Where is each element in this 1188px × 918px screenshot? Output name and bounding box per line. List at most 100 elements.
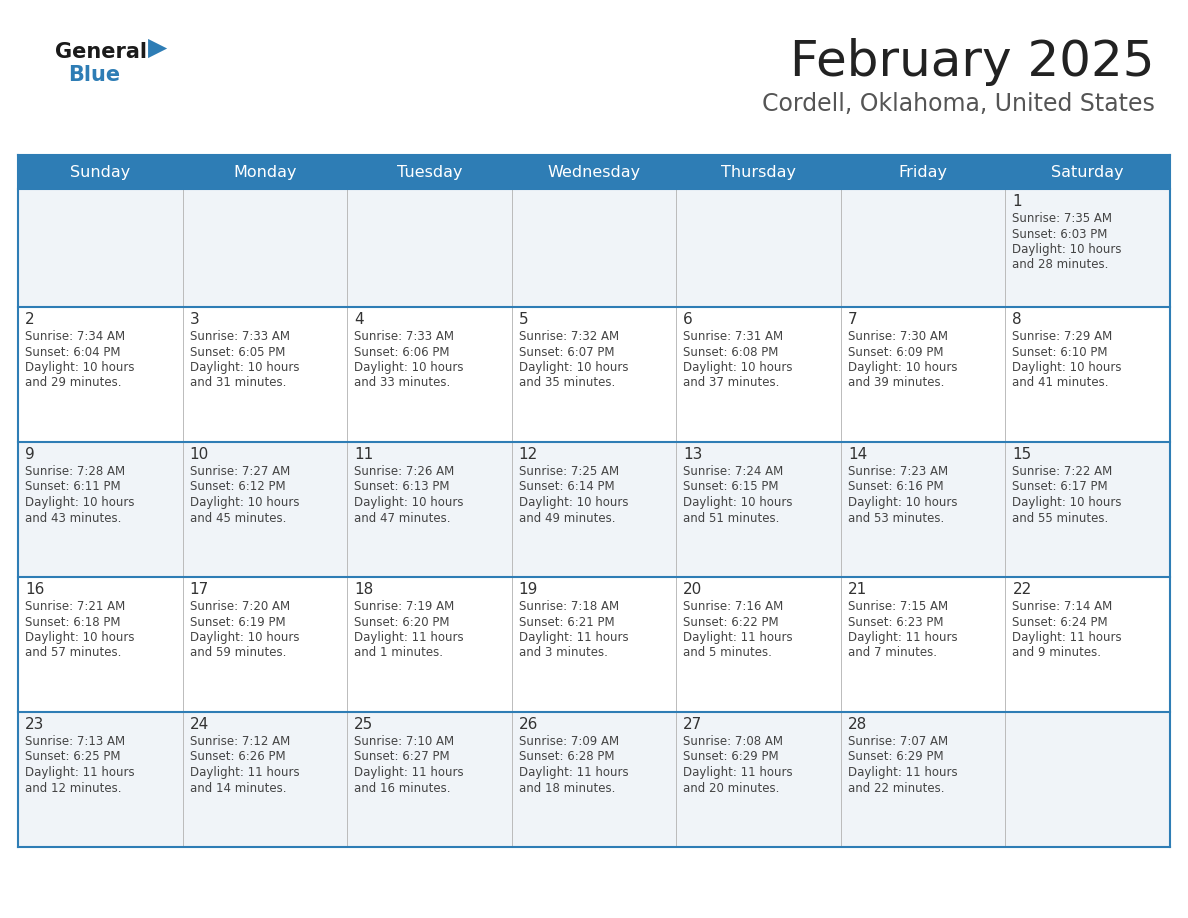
- Text: Sunrise: 7:33 AM: Sunrise: 7:33 AM: [190, 330, 290, 343]
- Text: and 28 minutes.: and 28 minutes.: [1012, 259, 1108, 272]
- Text: 5: 5: [519, 312, 529, 327]
- Text: Sunrise: 7:09 AM: Sunrise: 7:09 AM: [519, 735, 619, 748]
- Text: 27: 27: [683, 717, 702, 732]
- Text: Daylight: 10 hours: Daylight: 10 hours: [519, 496, 628, 509]
- Text: and 45 minutes.: and 45 minutes.: [190, 511, 286, 524]
- Text: and 35 minutes.: and 35 minutes.: [519, 376, 615, 389]
- Text: Sunrise: 7:07 AM: Sunrise: 7:07 AM: [848, 735, 948, 748]
- Text: Sunset: 6:15 PM: Sunset: 6:15 PM: [683, 480, 779, 494]
- Text: Sunrise: 7:33 AM: Sunrise: 7:33 AM: [354, 330, 454, 343]
- Text: Sunrise: 7:13 AM: Sunrise: 7:13 AM: [25, 735, 125, 748]
- Text: Daylight: 10 hours: Daylight: 10 hours: [683, 496, 792, 509]
- Text: Tuesday: Tuesday: [397, 164, 462, 180]
- Text: Daylight: 11 hours: Daylight: 11 hours: [848, 631, 958, 644]
- Text: Thursday: Thursday: [721, 164, 796, 180]
- Text: Sunrise: 7:08 AM: Sunrise: 7:08 AM: [683, 735, 783, 748]
- Text: General: General: [55, 42, 147, 62]
- Text: and 31 minutes.: and 31 minutes.: [190, 376, 286, 389]
- Text: Sunset: 6:10 PM: Sunset: 6:10 PM: [1012, 345, 1108, 359]
- Text: Sunrise: 7:31 AM: Sunrise: 7:31 AM: [683, 330, 783, 343]
- Text: Daylight: 10 hours: Daylight: 10 hours: [190, 361, 299, 374]
- Text: Sunset: 6:27 PM: Sunset: 6:27 PM: [354, 751, 450, 764]
- Text: and 7 minutes.: and 7 minutes.: [848, 646, 937, 659]
- Text: and 39 minutes.: and 39 minutes.: [848, 376, 944, 389]
- Text: 8: 8: [1012, 312, 1022, 327]
- Text: Sunset: 6:13 PM: Sunset: 6:13 PM: [354, 480, 449, 494]
- Text: Sunrise: 7:29 AM: Sunrise: 7:29 AM: [1012, 330, 1113, 343]
- Text: Daylight: 11 hours: Daylight: 11 hours: [190, 766, 299, 779]
- Bar: [18, 189, 1170, 307]
- Text: and 22 minutes.: and 22 minutes.: [848, 781, 944, 794]
- Text: and 59 minutes.: and 59 minutes.: [190, 646, 286, 659]
- Text: Friday: Friday: [898, 164, 948, 180]
- Text: and 18 minutes.: and 18 minutes.: [519, 781, 615, 794]
- Text: Daylight: 11 hours: Daylight: 11 hours: [1012, 631, 1121, 644]
- Text: Daylight: 11 hours: Daylight: 11 hours: [848, 766, 958, 779]
- Text: 9: 9: [25, 447, 34, 462]
- Text: Sunrise: 7:23 AM: Sunrise: 7:23 AM: [848, 465, 948, 478]
- Text: Wednesday: Wednesday: [548, 164, 640, 180]
- Text: 7: 7: [848, 312, 858, 327]
- Text: Sunset: 6:07 PM: Sunset: 6:07 PM: [519, 345, 614, 359]
- Text: 26: 26: [519, 717, 538, 732]
- Text: Sunset: 6:06 PM: Sunset: 6:06 PM: [354, 345, 449, 359]
- Text: Sunset: 6:23 PM: Sunset: 6:23 PM: [848, 615, 943, 629]
- Text: 24: 24: [190, 717, 209, 732]
- Text: Sunrise: 7:30 AM: Sunrise: 7:30 AM: [848, 330, 948, 343]
- Text: Daylight: 10 hours: Daylight: 10 hours: [848, 361, 958, 374]
- Bar: [18, 712, 1170, 847]
- Text: ▶: ▶: [148, 36, 168, 60]
- Text: Daylight: 10 hours: Daylight: 10 hours: [519, 361, 628, 374]
- Text: Sunrise: 7:20 AM: Sunrise: 7:20 AM: [190, 600, 290, 613]
- Text: Blue: Blue: [68, 65, 120, 85]
- Text: Daylight: 10 hours: Daylight: 10 hours: [25, 361, 134, 374]
- Bar: [18, 442, 1170, 577]
- Text: Sunrise: 7:24 AM: Sunrise: 7:24 AM: [683, 465, 784, 478]
- Text: Daylight: 10 hours: Daylight: 10 hours: [1012, 243, 1121, 256]
- Text: and 1 minutes.: and 1 minutes.: [354, 646, 443, 659]
- Text: Daylight: 11 hours: Daylight: 11 hours: [683, 631, 792, 644]
- Text: Sunset: 6:19 PM: Sunset: 6:19 PM: [190, 615, 285, 629]
- Text: and 49 minutes.: and 49 minutes.: [519, 511, 615, 524]
- Text: Sunset: 6:14 PM: Sunset: 6:14 PM: [519, 480, 614, 494]
- Text: Daylight: 10 hours: Daylight: 10 hours: [1012, 361, 1121, 374]
- Text: and 51 minutes.: and 51 minutes.: [683, 511, 779, 524]
- Text: Sunrise: 7:19 AM: Sunrise: 7:19 AM: [354, 600, 454, 613]
- Text: and 53 minutes.: and 53 minutes.: [848, 511, 944, 524]
- Text: 20: 20: [683, 582, 702, 597]
- Text: 4: 4: [354, 312, 364, 327]
- Text: Daylight: 10 hours: Daylight: 10 hours: [25, 496, 134, 509]
- Text: Sunday: Sunday: [70, 164, 131, 180]
- Text: 2: 2: [25, 312, 34, 327]
- Text: Sunrise: 7:22 AM: Sunrise: 7:22 AM: [1012, 465, 1113, 478]
- Text: 19: 19: [519, 582, 538, 597]
- Text: Sunset: 6:26 PM: Sunset: 6:26 PM: [190, 751, 285, 764]
- Text: 28: 28: [848, 717, 867, 732]
- Text: Sunrise: 7:14 AM: Sunrise: 7:14 AM: [1012, 600, 1113, 613]
- Text: Sunrise: 7:35 AM: Sunrise: 7:35 AM: [1012, 212, 1112, 225]
- Text: February 2025: February 2025: [790, 38, 1155, 86]
- Text: Daylight: 11 hours: Daylight: 11 hours: [354, 766, 463, 779]
- Text: Sunset: 6:12 PM: Sunset: 6:12 PM: [190, 480, 285, 494]
- Text: Sunrise: 7:27 AM: Sunrise: 7:27 AM: [190, 465, 290, 478]
- Text: Daylight: 11 hours: Daylight: 11 hours: [683, 766, 792, 779]
- Bar: [18, 307, 1170, 442]
- Text: Sunrise: 7:18 AM: Sunrise: 7:18 AM: [519, 600, 619, 613]
- Bar: [18, 155, 1170, 189]
- Text: Sunrise: 7:32 AM: Sunrise: 7:32 AM: [519, 330, 619, 343]
- Text: Daylight: 11 hours: Daylight: 11 hours: [519, 631, 628, 644]
- Text: and 3 minutes.: and 3 minutes.: [519, 646, 607, 659]
- Text: Daylight: 10 hours: Daylight: 10 hours: [25, 631, 134, 644]
- Text: and 5 minutes.: and 5 minutes.: [683, 646, 772, 659]
- Text: Monday: Monday: [233, 164, 297, 180]
- Text: 10: 10: [190, 447, 209, 462]
- Text: 25: 25: [354, 717, 373, 732]
- Text: 3: 3: [190, 312, 200, 327]
- Text: Sunrise: 7:34 AM: Sunrise: 7:34 AM: [25, 330, 125, 343]
- Text: and 55 minutes.: and 55 minutes.: [1012, 511, 1108, 524]
- Text: Sunrise: 7:16 AM: Sunrise: 7:16 AM: [683, 600, 784, 613]
- Text: Sunrise: 7:25 AM: Sunrise: 7:25 AM: [519, 465, 619, 478]
- Bar: [18, 577, 1170, 712]
- Text: Sunset: 6:08 PM: Sunset: 6:08 PM: [683, 345, 778, 359]
- Text: and 41 minutes.: and 41 minutes.: [1012, 376, 1108, 389]
